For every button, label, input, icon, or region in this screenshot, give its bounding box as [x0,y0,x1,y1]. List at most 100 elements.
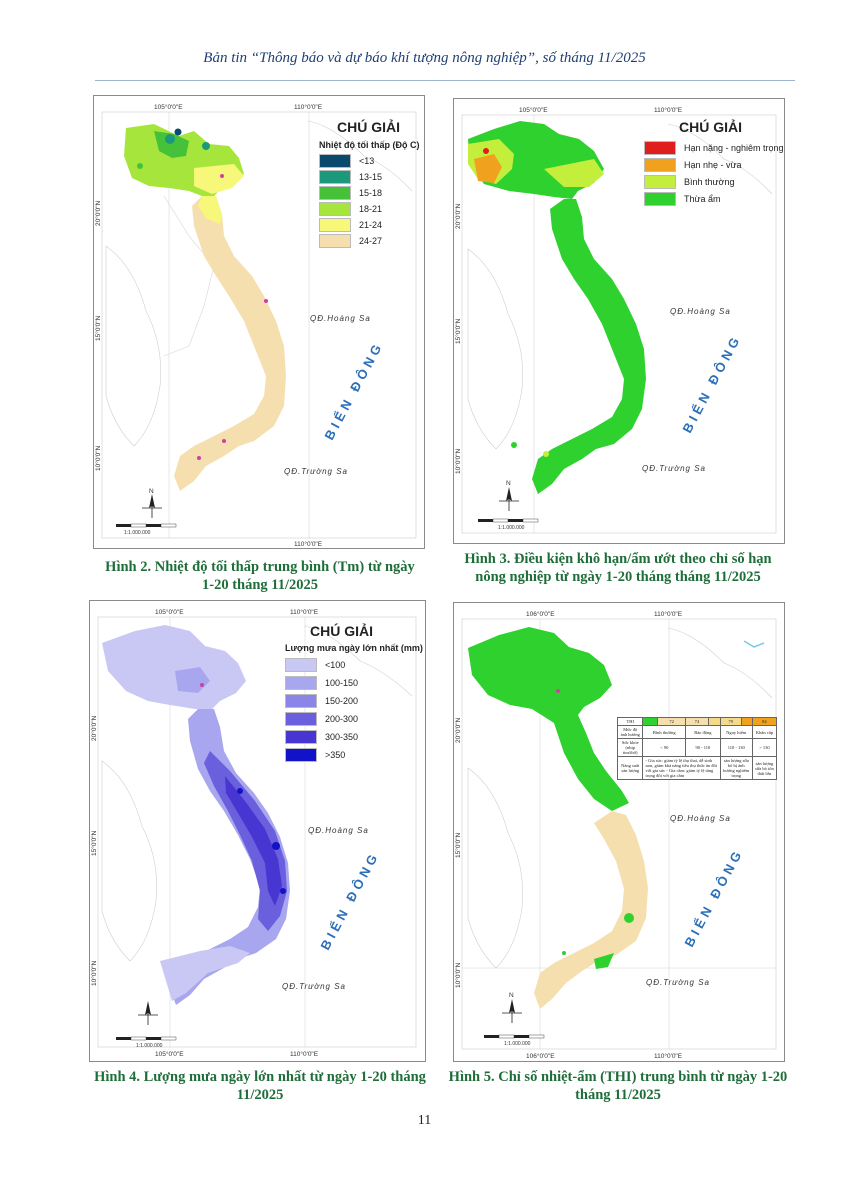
fig2-legend-item: 13-15 [319,170,382,184]
fig2-scale-ratio: 1:1.000.000 [124,530,151,536]
fig2-coord-top-left: 105°0'0"E [154,103,183,111]
fig4-legend-item: >350 [285,748,345,762]
fig2-legend-subtitle: Nhiệt độ tối thấp (Độ C) [319,140,420,150]
figure-3-map: 105°0'0"E 110°0'0"E 20°0'0"N 15°0'0"N 10… [454,106,777,534]
fig2-coord-lat-15: 15°0'0"N [94,315,102,341]
fig4-north-region [102,625,246,709]
table-cell: 110 - 130 [719,738,753,757]
fig5-coord-lat-20: 20°0'0"N [454,717,462,743]
table-cell: Bình thường [642,725,687,739]
fig2-coord-bottom: 110°0'0"E [294,540,323,548]
fig3-coord-lat-20: 20°0'0"N [454,203,462,229]
table-cell: < 90 [642,738,687,757]
fig3-south-region [532,199,646,494]
header-divider [95,80,795,81]
fig3-north-letter: N [506,480,511,487]
figure-5-map: 106°0'0"E 110°0'0"E 106°0'0"E 110°0'0"E … [454,610,777,1060]
fig2-legend-item: <13 [319,154,374,168]
legend-swatch [319,186,351,200]
fig3-hoang-sa-label: QĐ.Hoàng Sa [670,307,731,316]
fig5-coord-lat-10: 10°0'0"N [454,962,462,988]
fig5-hoang-sa-label: QĐ.Hoàng Sa [670,814,731,823]
table-cell: 79 [719,717,742,726]
fig5-south-region [534,811,648,1009]
fig3-legend-item: Thừa ẩm [644,192,721,206]
fig3-legend-item: Hạn nhẹ - vừa [644,158,742,172]
legend-swatch [285,658,317,672]
figure-2-caption: Hình 2. Nhiệt độ tối thấp trung bình (Tm… [105,559,415,593]
table-cell: sản lượng sữa bò tốn thất lớn [751,756,778,780]
fig4-coord-top-right: 110°0'0"E [290,608,319,616]
table-cell [740,717,753,726]
fig2-hoang-sa-label: QĐ.Hoàng Sa [310,314,371,323]
fig3-coord-lat-15: 15°0'0"N [454,318,462,344]
fig3-legend-title: CHÚ GIẢI [679,119,742,135]
fig2-legend-item: 21-24 [319,218,382,232]
table-row: THI 72 74 79 84 [616,717,778,726]
fig2-legend-item: 24-27 [319,234,382,248]
table-cell: THI [616,717,644,726]
fig4-south-region [170,709,290,1005]
table-cell: 74 [685,717,709,726]
table-cell [642,717,659,726]
table-cell: 72 [657,717,687,726]
fig2-scale-bar: 1:1.000.000 [116,523,177,536]
table-cell: - Gia súc: giảm tỷ lệ thụ thai, dễ sinh … [642,756,721,780]
fig4-legend-item: 150-200 [285,694,358,708]
figure-4-caption: Hình 4. Lượng mưa ngày lớn nhất từ ngày … [94,1069,426,1103]
table-row: Mức độ ảnh hưởng Bình thường Báo động Ng… [616,725,778,739]
legend-swatch [285,748,317,762]
fig5-north-letter: N [509,992,514,999]
figure-4-map-panel: 105°0'0"E 110°0'0"E 105°0'0"E 110°0'0"E … [89,600,426,1062]
legend-swatch [644,141,676,155]
table-cell: Báo động [685,725,721,739]
fig3-scale-bar: 1:1.000.000 [478,518,539,531]
legend-swatch [319,154,351,168]
fig4-scale-ratio: 1:1.000.000 [136,1043,163,1049]
fig5-coord-bottom-left: 106°0'0"E [526,1052,555,1060]
table-cell: sản lượng sữa bò bị ảnh hưởng nghiêm trọ… [719,756,753,780]
legend-swatch [644,192,676,206]
figure-5-caption: Hình 5. Chỉ số nhiệt-ẩm (THI) trung bình… [448,1069,788,1103]
fig2-legend-title: CHÚ GIẢI [337,119,400,135]
table-cell: Khẩn cấp [751,725,778,739]
fig4-coord-lat-20: 20°0'0"N [90,715,98,741]
table-cell: 90 - 110 [685,738,721,757]
fig3-coord-top-left: 105°0'0"E [519,106,548,114]
fig5-coord-lat-15: 15°0'0"N [454,832,462,858]
fig4-coord-lat-10: 10°0'0"N [90,960,98,986]
table-cell: Mức độ ảnh hưởng [616,725,644,739]
fig4-north-arrow [138,1001,158,1025]
figure-3-map-panel: 105°0'0"E 110°0'0"E 20°0'0"N 15°0'0"N 10… [453,98,785,544]
table-cell: Năng suất sản lượng [616,756,644,780]
table-row: Sức khỏe (nhịp tim/thở) < 90 90 - 110 11… [616,738,778,757]
fig5-scale-bar: 1:1.000.000 [484,1034,545,1047]
fig2-north-letter: N [149,488,154,495]
table-cell [707,717,721,726]
fig4-legend-title: CHÚ GIẢI [310,623,373,639]
legend-swatch [285,712,317,726]
legend-swatch [285,730,317,744]
fig3-coord-top-right: 110°0'0"E [654,106,683,114]
fig2-coord-top-right: 110°0'0"E [294,103,323,111]
figure-2-map-panel: 105°0'0"E 110°0'0"E 110°0'0"E 20°0'0"N 1… [93,95,425,549]
figure-2-map: 105°0'0"E 110°0'0"E 110°0'0"E 20°0'0"N 1… [94,103,417,548]
fig3-scale-ratio: 1:1.000.000 [498,525,525,531]
fig2-truong-sa-label: QĐ.Trường Sa [284,467,348,476]
fig5-truong-sa-label: QĐ.Trường Sa [646,978,710,987]
legend-swatch [319,234,351,248]
legend-swatch [285,676,317,690]
fig4-coord-top-left: 105°0'0"E [155,608,184,616]
fig2-coord-lat-10: 10°0'0"N [94,445,102,471]
fig2-cold-zone [154,131,189,158]
bulletin-header: Bản tin “Thông báo và dự báo khí tượng n… [203,50,646,66]
legend-swatch [319,202,351,216]
table-cell: Nguy hiểm [719,725,753,739]
fig3-legend-item: Hạn nặng - nghiêm trọng [644,141,784,155]
fig5-coord-top-right: 110°0'0"E [654,610,683,618]
fig4-legend-item: 100-150 [285,676,358,690]
fig4-hoang-sa-label: QĐ.Hoàng Sa [308,826,369,835]
fig4-coord-bottom: 110°0'0"E [290,1050,319,1058]
fig5-coord-top-left: 106°0'0"E [526,610,555,618]
legend-swatch [319,218,351,232]
